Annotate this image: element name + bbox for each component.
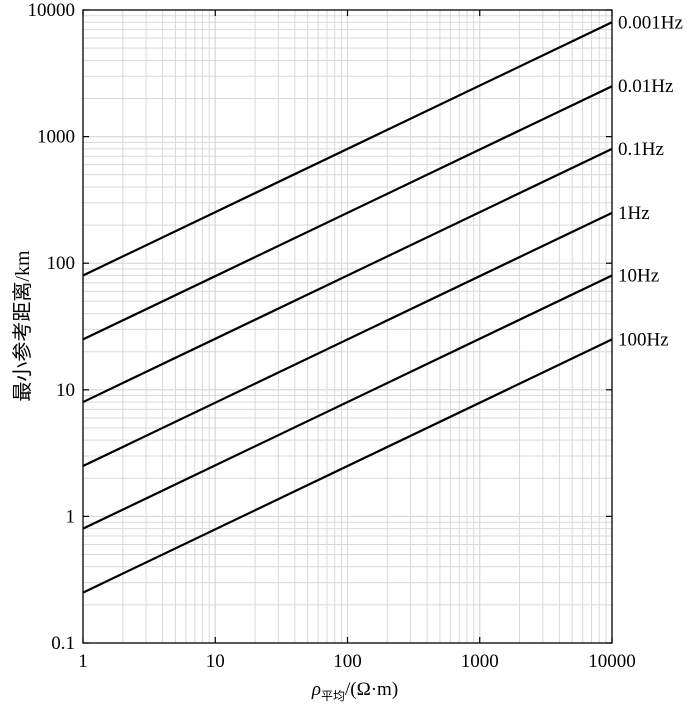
grid bbox=[83, 10, 612, 643]
x-tick-label: 1000 bbox=[461, 651, 499, 672]
series-line bbox=[82, 21, 613, 277]
x-tick-label: 10000 bbox=[588, 651, 636, 672]
y-tick-label: 0.1 bbox=[51, 633, 75, 654]
series-lines bbox=[82, 21, 613, 594]
series-line bbox=[82, 147, 613, 404]
y-tick-labels: 0.1 1 10 100 1000 10000 bbox=[28, 0, 76, 654]
x-tick-labels: 1 10 100 1000 10000 bbox=[78, 651, 636, 672]
tick-marks bbox=[82, 9, 613, 644]
y-tick-label: 10000 bbox=[28, 0, 76, 21]
x-axis-subscript: 平均 bbox=[321, 689, 345, 703]
series-label: 1Hz bbox=[618, 203, 650, 224]
x-tick-label: 1 bbox=[78, 651, 88, 672]
series-label: 10Hz bbox=[618, 265, 659, 286]
y-tick-label: 1000 bbox=[37, 127, 75, 148]
series-line bbox=[82, 338, 613, 594]
y-tick-label: 100 bbox=[47, 253, 76, 274]
series-label: 0.01Hz bbox=[618, 76, 673, 97]
y-axis-label: 最小参考距离/km bbox=[11, 250, 34, 402]
x-tick-label: 100 bbox=[333, 651, 362, 672]
x-axis-label: ρ平均/(Ω·m) bbox=[311, 679, 398, 703]
x-axis-unit: /(Ω·m) bbox=[345, 679, 398, 700]
x-tick-label: 10 bbox=[206, 651, 225, 672]
y-tick-label: 1 bbox=[66, 506, 76, 527]
series-line bbox=[82, 211, 613, 468]
series-label: 0.1Hz bbox=[618, 139, 664, 160]
y-tick-label: 10 bbox=[56, 380, 75, 401]
series-line bbox=[82, 85, 613, 341]
series-line bbox=[82, 274, 613, 530]
series-label: 0.001Hz bbox=[618, 12, 683, 33]
series-label: 100Hz bbox=[618, 329, 669, 350]
x-axis-symbol: ρ bbox=[311, 679, 321, 700]
series-labels: 0.001Hz 0.01Hz 0.1Hz 1Hz 10Hz 100Hz bbox=[618, 12, 683, 350]
